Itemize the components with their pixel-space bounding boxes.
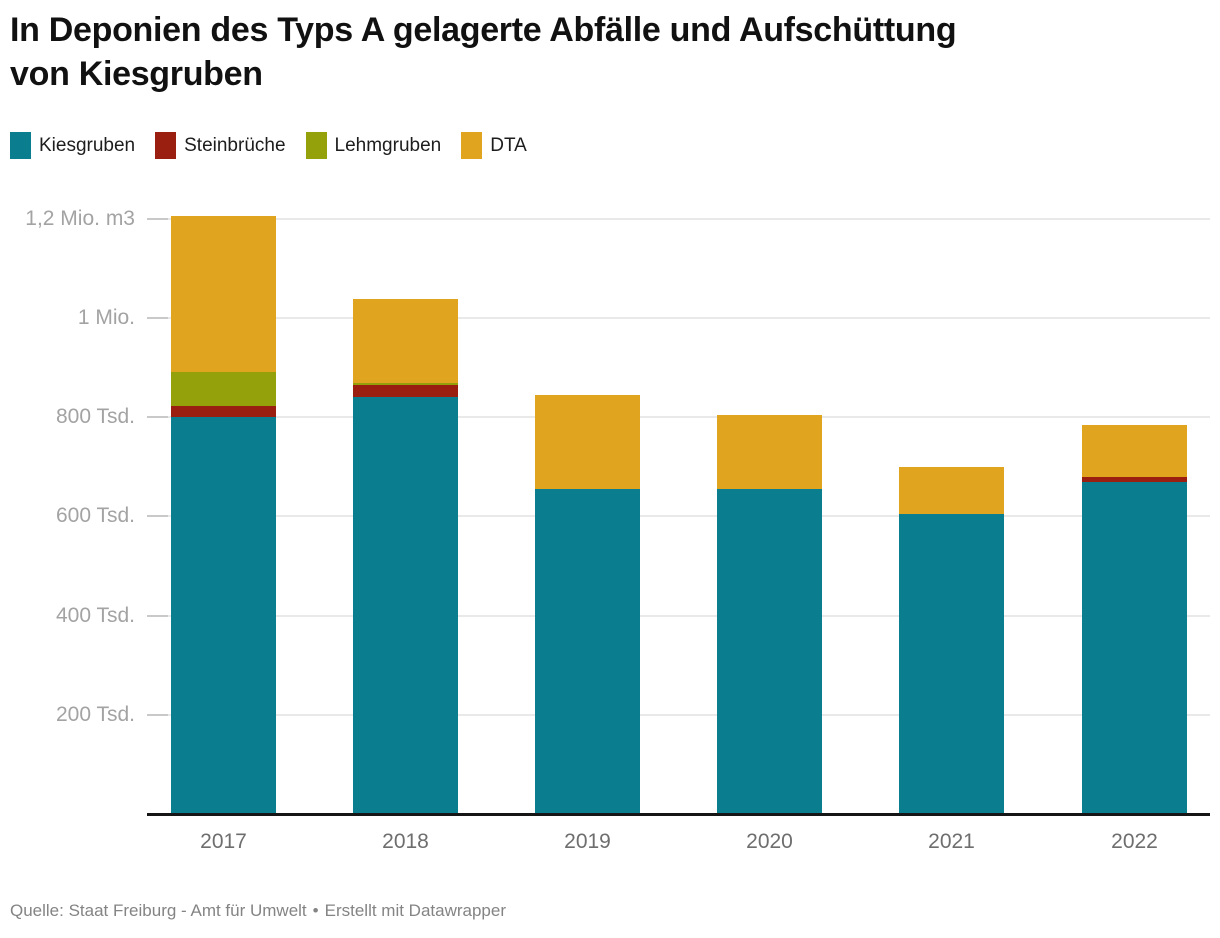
x-axis-label-2020: 2020 [746, 830, 793, 853]
legend-swatch-steinbr-che [155, 132, 177, 159]
bar-segment-kiesgruben-2020[interactable] [717, 489, 822, 814]
bar-segment-dta-2019[interactable] [535, 395, 640, 489]
legend-label: Kiesgruben [39, 134, 136, 156]
legend-item-steinbr-che: Steinbrüche [155, 132, 286, 159]
y-axis-label: 600 Tsd. [55, 504, 135, 527]
bar-2020[interactable] [717, 415, 822, 814]
chart-title-line-1: In Deponien des Typs A gelagerte Abfälle… [10, 11, 957, 49]
legend-label: Lehmgruben [334, 134, 442, 156]
bar-segment-kiesgruben-2022[interactable] [1082, 482, 1187, 814]
bar-2018[interactable] [353, 299, 458, 814]
axis-tick-800 [147, 416, 168, 418]
x-axis-label-2022: 2022 [1111, 830, 1158, 853]
source-text: Quelle: Staat Freiburg - Amt für Umwelt [10, 901, 307, 920]
legend-swatch-dta [461, 132, 483, 159]
bar-segment-kiesgruben-2018[interactable] [353, 397, 458, 814]
axis-tick-200 [147, 714, 168, 716]
legend-swatch-kiesgruben [10, 132, 31, 159]
gridline-600 [147, 515, 1210, 517]
y-axis-label: 1 Mio. [77, 306, 135, 329]
bar-segment-kiesgruben-2019[interactable] [535, 489, 640, 814]
gridline-1000 [147, 317, 1210, 319]
bar-segment-dta-2020[interactable] [717, 415, 822, 489]
chart-title-line-2: von Kiesgruben [10, 55, 263, 93]
bar-2019[interactable] [535, 395, 640, 814]
y-axis-label: 400 Tsd. [55, 604, 135, 627]
bar-segment-lehmgruben-2018[interactable] [353, 383, 458, 385]
axis-tick-1000 [147, 317, 168, 319]
legend-item-dta: DTA [461, 132, 527, 159]
x-axis-label-2017: 2017 [200, 830, 247, 853]
x-axis-line [147, 813, 1210, 816]
footer-separator: • [312, 901, 319, 920]
legend-label: Steinbrüche [184, 134, 286, 156]
bar-2017[interactable] [171, 216, 276, 814]
bar-segment-steinbr-che-2018[interactable] [353, 385, 458, 397]
bar-segment-steinbr-che-2017[interactable] [171, 406, 276, 417]
x-axis-label-2018: 2018 [382, 830, 429, 853]
legend: Kiesgruben Steinbrüche Lehmgruben DTA [10, 132, 527, 159]
x-axis-label-2021: 2021 [928, 830, 975, 853]
legend-item-kiesgruben: Kiesgruben [10, 132, 135, 159]
gridline-400 [147, 615, 1210, 617]
x-axis-label-2019: 2019 [564, 830, 611, 853]
bar-segment-dta-2021[interactable] [899, 467, 1004, 514]
datawrapper-credit-link[interactable]: Erstellt mit Datawrapper [324, 901, 506, 920]
bar-segment-kiesgruben-2021[interactable] [899, 514, 1004, 814]
bar-segment-dta-2018[interactable] [353, 299, 458, 383]
bar-segment-steinbr-che-2022[interactable] [1082, 477, 1187, 482]
gridline-1200 [147, 218, 1210, 220]
legend-item-lehmgruben: Lehmgruben [305, 132, 442, 159]
bar-segment-lehmgruben-2017[interactable] [171, 372, 276, 406]
axis-tick-600 [147, 515, 168, 517]
bar-segment-dta-2017[interactable] [171, 216, 276, 372]
chart-title: In Deponien des Typs A gelagerte Abfälle… [10, 8, 1210, 96]
legend-swatch-lehmgruben [305, 132, 327, 159]
y-axis-label: 800 Tsd. [55, 405, 135, 428]
bar-segment-dta-2022[interactable] [1082, 425, 1187, 477]
bar-2021[interactable] [899, 467, 1004, 814]
axis-tick-400 [147, 615, 168, 617]
y-axis-label: 1,2 Mio. m3 [25, 207, 135, 230]
gridline-200 [147, 714, 1210, 716]
gridline-800 [147, 416, 1210, 418]
bar-2022[interactable] [1082, 425, 1187, 814]
axis-tick-1200 [147, 218, 168, 220]
y-axis-label: 200 Tsd. [55, 703, 135, 726]
footer: Quelle: Staat Freiburg - Amt für Umwelt •… [10, 901, 506, 921]
legend-label: DTA [490, 134, 527, 156]
bar-segment-kiesgruben-2017[interactable] [171, 417, 276, 814]
